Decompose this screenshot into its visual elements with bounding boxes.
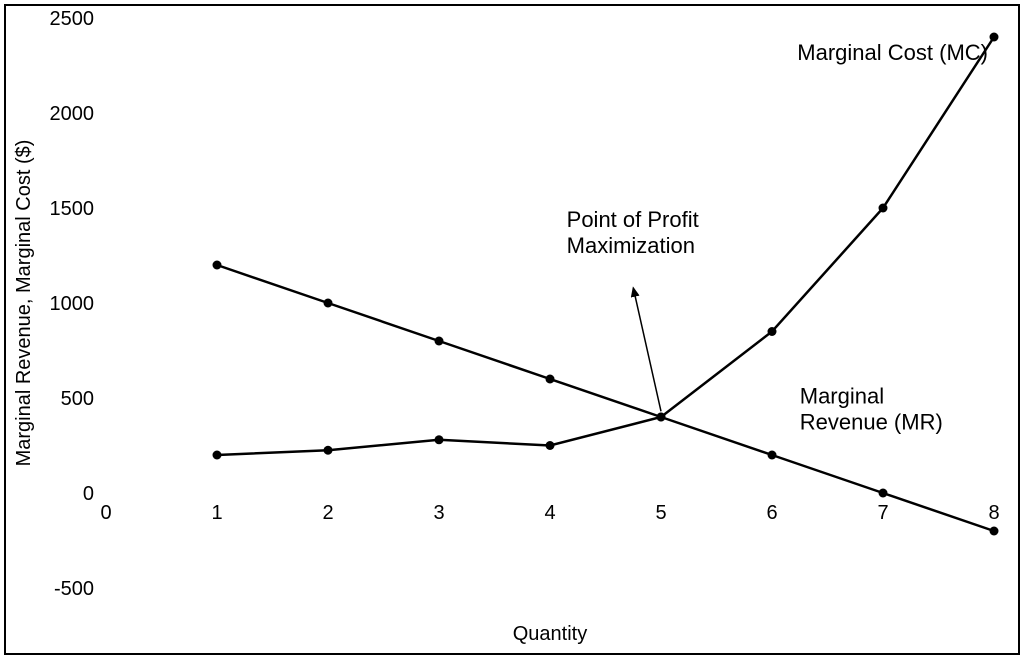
y-tick-label: 1000: [50, 293, 95, 315]
x-tick-label: 0: [100, 502, 111, 524]
x-axis-title: Quantity: [513, 623, 587, 645]
data-point: [768, 451, 777, 460]
x-tick-label: 3: [433, 502, 444, 524]
data-point: [879, 204, 888, 213]
annotation-arrow: [633, 288, 661, 412]
data-point: [435, 435, 444, 444]
data-point: [879, 489, 888, 498]
data-point: [213, 451, 222, 460]
data-point: [324, 446, 333, 455]
y-tick-label: 500: [61, 388, 94, 410]
y-tick-label: 2500: [50, 8, 95, 30]
y-axis-title: Marginal Revenue, Marginal Cost ($): [13, 140, 35, 467]
data-point: [657, 413, 666, 422]
data-point: [990, 527, 999, 536]
x-tick-label: 6: [766, 502, 777, 524]
data-point: [435, 337, 444, 346]
data-point: [213, 261, 222, 270]
data-point: [768, 327, 777, 336]
y-tick-label: 1500: [50, 198, 95, 220]
data-point: [546, 441, 555, 450]
x-tick-label: 1: [211, 502, 222, 524]
y-tick-label: 2000: [50, 103, 95, 125]
x-tick-label: 7: [877, 502, 888, 524]
x-tick-label: 5: [655, 502, 666, 524]
series-label: MarginalRevenue (MR): [800, 384, 943, 435]
x-tick-label: 8: [988, 502, 999, 524]
data-point: [546, 375, 555, 384]
annotation-label: Point of ProfitMaximization: [567, 207, 699, 258]
chart-svg: 0 1 2 3 4 5 6 7 8 -500 0 500 1000 1500 2000 2500 Margina…: [0, 0, 1024, 659]
y-tick-label: -500: [54, 578, 94, 600]
x-tick-label: 4: [544, 502, 555, 524]
data-point: [324, 299, 333, 308]
x-tick-label: 2: [322, 502, 333, 524]
data-point: [990, 33, 999, 42]
series-label: Marginal Cost (MC): [797, 40, 988, 65]
y-tick-label: 0: [83, 483, 94, 505]
